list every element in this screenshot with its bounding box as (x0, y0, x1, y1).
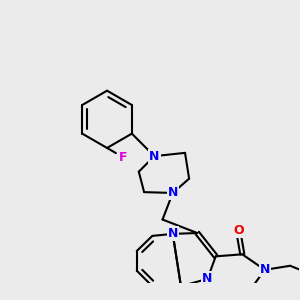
Text: F: F (119, 151, 127, 164)
Text: N: N (260, 263, 270, 276)
Text: N: N (149, 150, 160, 163)
Text: N: N (202, 272, 213, 285)
Text: N: N (168, 187, 178, 200)
Text: O: O (233, 224, 244, 237)
Text: N: N (168, 227, 178, 240)
